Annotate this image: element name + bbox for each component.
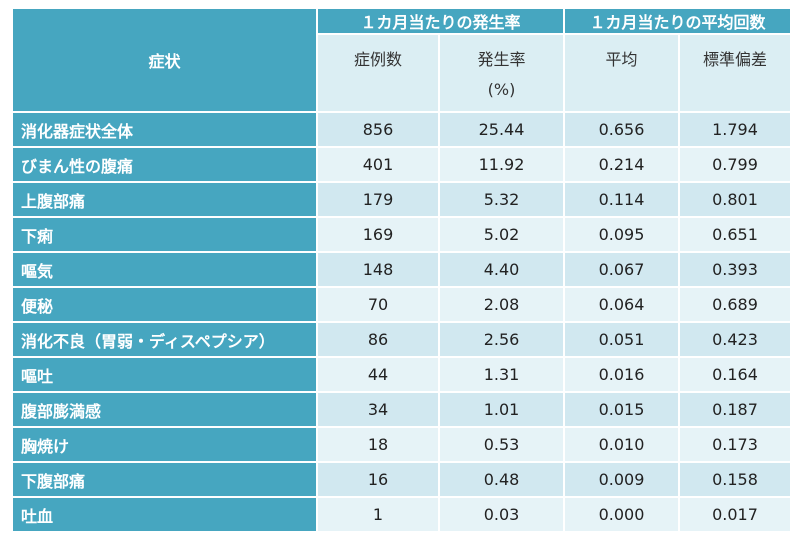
- table-row: 胸焼け 18 0.53 0.010 0.173: [11, 426, 793, 463]
- table-body: 消化器症状全体 856 25.44 0.656 1.794 びまん性の腹痛 401 11.92…: [11, 111, 793, 533]
- symptom-cell: 下痢: [11, 216, 318, 253]
- mean-cell: 0.009: [563, 461, 681, 498]
- table-row: 下腹部痛 16 0.48 0.009 0.158: [11, 461, 793, 498]
- rate-cell: 2.56: [437, 321, 566, 358]
- symptom-cell: 嘔気: [11, 251, 318, 288]
- mean-cell: 0.000: [563, 496, 681, 533]
- symptom-cell: 下腹部痛: [11, 461, 318, 498]
- cases-cell: 401: [316, 146, 440, 183]
- symptom-cell: 消化不良（胃弱・ディスペプシア）: [11, 321, 318, 358]
- sd-cell: 0.164: [678, 356, 793, 393]
- cases-cell: 179: [316, 181, 440, 218]
- cases-cell: 169: [316, 216, 440, 253]
- cases-cell: 44: [316, 356, 440, 393]
- rate-label: 発生率: [477, 50, 526, 69]
- sd-cell: 0.017: [678, 496, 793, 533]
- table-row: びまん性の腹痛 401 11.92 0.214 0.799: [11, 146, 793, 183]
- table-row: 吐血 1 0.03 0.000 0.017: [11, 496, 793, 533]
- rate-column-header: 発生率 (%): [437, 33, 566, 113]
- sd-cell: 1.794: [678, 111, 793, 148]
- table-row: 便秘 70 2.08 0.064 0.689: [11, 286, 793, 323]
- symptom-cell: 便秘: [11, 286, 318, 323]
- cases-cell: 34: [316, 391, 440, 428]
- rate-cell: 5.32: [437, 181, 566, 218]
- rate-cell: 11.92: [437, 146, 566, 183]
- symptom-cell: 胸焼け: [11, 426, 318, 463]
- mean-cell: 0.114: [563, 181, 681, 218]
- symptom-rate-table: 症状 １カ月当たりの発生率 １カ月当たりの平均回数 症例数 発生率 (%) 平均…: [11, 7, 793, 533]
- mean-cell: 0.016: [563, 356, 681, 393]
- rate-cell: 5.02: [437, 216, 566, 253]
- monthly-rate-group-header: １カ月当たりの発生率: [315, 7, 566, 35]
- monthly-average-group-header: １カ月当たりの平均回数: [563, 7, 793, 35]
- symptom-cell: 嘔吐: [11, 356, 318, 393]
- cases-cell: 1: [316, 496, 440, 533]
- sd-cell: 0.689: [678, 286, 793, 323]
- table-row: 嘔吐 44 1.31 0.016 0.164: [11, 356, 793, 393]
- cases-cell: 148: [316, 251, 440, 288]
- sd-cell: 0.801: [678, 181, 793, 218]
- mean-cell: 0.214: [563, 146, 681, 183]
- cases-cell: 16: [316, 461, 440, 498]
- symptom-column-header: 症状: [11, 7, 318, 113]
- mean-cell: 0.051: [563, 321, 681, 358]
- rate-cell: 25.44: [437, 111, 566, 148]
- mean-cell: 0.095: [563, 216, 681, 253]
- symptom-cell: 腹部膨満感: [11, 391, 318, 428]
- sd-cell: 0.187: [678, 391, 793, 428]
- mean-cell: 0.064: [563, 286, 681, 323]
- table-row: 腹部膨満感 34 1.01 0.015 0.187: [11, 391, 793, 428]
- rate-cell: 1.31: [437, 356, 566, 393]
- rate-cell: 0.03: [437, 496, 566, 533]
- symptom-cell: 消化器症状全体: [11, 111, 318, 148]
- mean-column-header: 平均: [563, 33, 681, 113]
- rate-cell: 1.01: [437, 391, 566, 428]
- rate-cell: 0.48: [437, 461, 566, 498]
- symptom-cell: びまん性の腹痛: [11, 146, 318, 183]
- table-row: 消化器症状全体 856 25.44 0.656 1.794: [11, 111, 793, 148]
- sd-cell: 0.173: [678, 426, 793, 463]
- rate-cell: 2.08: [437, 286, 566, 323]
- sd-cell: 0.393: [678, 251, 793, 288]
- sd-cell: 0.799: [678, 146, 793, 183]
- rate-unit-label: (%): [487, 80, 516, 99]
- symptom-cell: 吐血: [11, 496, 318, 533]
- symptom-cell: 上腹部痛: [11, 181, 318, 218]
- mean-cell: 0.015: [563, 391, 681, 428]
- sd-cell: 0.651: [678, 216, 793, 253]
- cases-cell: 70: [316, 286, 440, 323]
- sd-cell: 0.423: [678, 321, 793, 358]
- cases-cell: 86: [316, 321, 440, 358]
- table-row: 嘔気 148 4.40 0.067 0.393: [11, 251, 793, 288]
- cases-cell: 18: [316, 426, 440, 463]
- rate-cell: 4.40: [437, 251, 566, 288]
- rate-cell: 0.53: [437, 426, 566, 463]
- mean-cell: 0.656: [563, 111, 681, 148]
- table-row: 上腹部痛 179 5.32 0.114 0.801: [11, 181, 793, 218]
- mean-cell: 0.067: [563, 251, 681, 288]
- sd-cell: 0.158: [678, 461, 793, 498]
- table-row: 消化不良（胃弱・ディスペプシア） 86 2.56 0.051 0.423: [11, 321, 793, 358]
- cases-column-header: 症例数: [316, 33, 440, 113]
- sd-column-header: 標準偏差: [678, 33, 793, 113]
- table-row: 下痢 169 5.02 0.095 0.651: [11, 216, 793, 253]
- mean-cell: 0.010: [563, 426, 681, 463]
- cases-cell: 856: [316, 111, 440, 148]
